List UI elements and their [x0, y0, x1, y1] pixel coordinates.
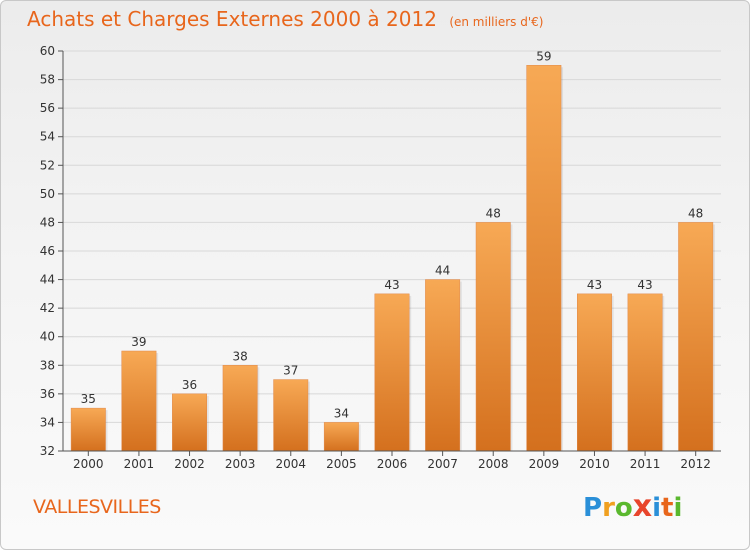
bar-2007	[425, 279, 461, 452]
bar-2001	[121, 350, 157, 452]
bar-2011	[627, 293, 663, 452]
y-tick-label: 58	[40, 73, 55, 87]
bar-2002	[172, 393, 207, 452]
x-tick-label: 2006	[377, 457, 408, 471]
y-tick-label: 40	[40, 330, 55, 344]
bar-2006	[374, 293, 410, 452]
value-label: 37	[283, 364, 298, 378]
y-tick-label: 60	[40, 44, 55, 58]
y-tick-label: 56	[40, 101, 55, 115]
unit-label: (en milliers d'€)	[449, 15, 544, 29]
x-tick-label: 2002	[174, 457, 205, 471]
value-label: 43	[587, 278, 602, 292]
title-text: Achats et Charges Externes 2000 à 2012	[27, 7, 437, 31]
x-tick-label: 2005	[326, 457, 357, 471]
bar-2000	[70, 407, 106, 452]
logo-letter: o	[614, 493, 633, 523]
x-tick-label: 2000	[73, 457, 104, 471]
value-label: 35	[81, 392, 96, 406]
y-tick-label: 54	[40, 130, 55, 144]
logo-letter: i	[673, 493, 683, 523]
value-label: 34	[334, 406, 349, 420]
value-label: 38	[233, 349, 248, 363]
chart-title: Achats et Charges Externes 2000 à 2012 (…	[27, 7, 543, 31]
x-tick-label: 2009	[529, 457, 560, 471]
y-tick-label: 52	[40, 158, 55, 172]
y-tick-label: 48	[40, 215, 55, 229]
bars: 35 39 36 38 37 34 43 44 48 59 43 43 48	[70, 49, 715, 452]
value-label: 36	[182, 378, 197, 392]
logo-letter: x	[632, 489, 653, 524]
x-tick-label: 2011	[630, 457, 661, 471]
place-name: VALLESVILLES	[33, 496, 161, 518]
bar-2009	[526, 65, 562, 452]
value-label: 44	[435, 264, 450, 278]
bar-2012	[678, 222, 714, 452]
value-label: 48	[688, 206, 703, 220]
y-tick-label: 36	[40, 387, 55, 401]
y-tick-label: 32	[40, 444, 55, 458]
logo-letter: r	[602, 493, 615, 523]
bar-2004	[273, 379, 309, 452]
logo-letter: P	[583, 493, 603, 523]
x-tick-label: 2003	[225, 457, 256, 471]
x-tick-label: 2004	[275, 457, 306, 471]
bar-2008	[475, 222, 511, 452]
logo-letter: i	[652, 493, 662, 523]
y-tick-label: 50	[40, 187, 55, 201]
logo-letter: t	[661, 493, 674, 523]
value-label: 43	[637, 278, 652, 292]
x-tick-label: 2010	[579, 457, 610, 471]
x-tick-label: 2012	[680, 457, 711, 471]
axes: 32 34 36 38 40 42 44 46 48 50 52 54 56 58 60 2000 2001 20…	[40, 44, 721, 471]
y-tick-label: 34	[40, 415, 55, 429]
value-label: 59	[536, 49, 551, 63]
proxiti-logo: Proxiti	[583, 489, 682, 524]
y-tick-label: 44	[40, 273, 55, 287]
x-tick-label: 2007	[427, 457, 458, 471]
y-tick-label: 46	[40, 244, 55, 258]
bar-2010	[577, 293, 612, 452]
bar-2005	[323, 422, 359, 452]
y-tick-label: 42	[40, 301, 55, 315]
value-label: 48	[486, 206, 501, 220]
value-label: 43	[384, 278, 399, 292]
x-tick-label: 2008	[478, 457, 509, 471]
bar-2003	[222, 365, 258, 452]
x-tick-label: 2001	[124, 457, 155, 471]
y-tick-label: 38	[40, 358, 55, 372]
value-label: 39	[131, 335, 146, 349]
